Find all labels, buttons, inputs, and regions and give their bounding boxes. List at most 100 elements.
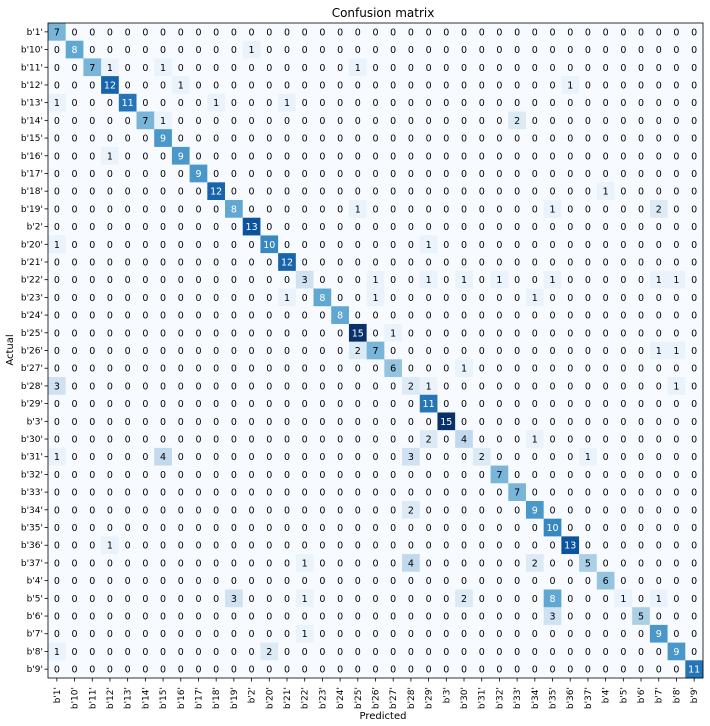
heatmap-cell: [101, 182, 120, 201]
cell-value: 0: [231, 27, 237, 38]
cell-value: 0: [355, 257, 361, 268]
heatmap-cell: [455, 341, 474, 360]
y-tick-label: b'23': [21, 293, 43, 303]
cell-value: 0: [284, 470, 290, 481]
cell-value: 0: [603, 311, 609, 322]
cell-value: 0: [355, 80, 361, 91]
cell-value: 0: [107, 576, 113, 587]
heatmap-cell: [118, 483, 137, 502]
cell-value: 0: [213, 134, 219, 145]
heatmap-cell: [118, 377, 137, 396]
heatmap-cell: [171, 288, 190, 307]
cell-value: 0: [390, 169, 396, 180]
heatmap-cell: [136, 323, 155, 342]
cell-value: 0: [390, 417, 396, 428]
cell-value: 0: [673, 612, 679, 623]
heatmap-cell: [472, 58, 491, 77]
heatmap-cell: [561, 306, 580, 325]
cell-value: 0: [266, 328, 272, 339]
heatmap-cell: [207, 323, 226, 342]
heatmap-cell: [649, 483, 668, 502]
cell-value: 0: [355, 45, 361, 56]
heatmap-cell: [596, 412, 615, 431]
heatmap-cell: [649, 377, 668, 396]
cell-value: 0: [620, 187, 626, 198]
heatmap-cell: [154, 288, 173, 307]
heatmap-cell: [207, 359, 226, 378]
cell-value: 0: [195, 204, 201, 215]
cell-value: 0: [567, 169, 573, 180]
heatmap-cell: [490, 200, 509, 219]
cell-value: 0: [390, 629, 396, 640]
heatmap-cell: [543, 58, 562, 77]
heatmap-cell: [632, 341, 651, 360]
heatmap-cell: [596, 182, 615, 201]
cell-value: 0: [443, 665, 449, 676]
cell-value: 0: [54, 275, 60, 286]
heatmap-cell: [136, 589, 155, 608]
heatmap-cell: [437, 217, 456, 236]
heatmap-cell: [649, 447, 668, 466]
heatmap-cell: [48, 182, 67, 201]
cell-value: 0: [691, 98, 697, 109]
cell-value: 0: [319, 151, 325, 162]
cell-value: 0: [620, 134, 626, 145]
cell-value: 0: [355, 27, 361, 38]
cell-value: 0: [213, 222, 219, 233]
heatmap-cell: [207, 589, 226, 608]
heatmap-cell: [508, 23, 527, 42]
heatmap-cell: [455, 217, 474, 236]
heatmap-cell: [136, 571, 155, 590]
cell-value: 0: [125, 647, 131, 658]
heatmap-cell: [331, 253, 350, 272]
heatmap-cell: [508, 111, 527, 130]
heatmap-cell: [154, 253, 173, 272]
heatmap-cell: [295, 200, 314, 219]
heatmap-cell: [154, 412, 173, 431]
cell-value: 0: [656, 452, 662, 463]
cell-value: 0: [231, 452, 237, 463]
heatmap-cell: [490, 518, 509, 537]
x-tick-label: b'30': [460, 687, 470, 709]
heatmap-cell: [101, 253, 120, 272]
heatmap-cell: [83, 447, 102, 466]
cell-value: 1: [673, 381, 679, 392]
cell-value: 0: [319, 470, 325, 481]
cell-value: 0: [302, 612, 308, 623]
heatmap-cell: [65, 377, 84, 396]
heatmap-cell: [419, 217, 438, 236]
cell-value: 0: [408, 647, 414, 658]
cell-value: 0: [89, 629, 95, 640]
cell-value: 0: [691, 63, 697, 74]
cell-value: 0: [673, 27, 679, 38]
heatmap-cell: [65, 571, 84, 590]
heatmap-cell: [632, 235, 651, 254]
heatmap-cell: [278, 447, 297, 466]
cell-value: 0: [567, 257, 573, 268]
cell-value: 0: [89, 470, 95, 481]
heatmap-cell: [490, 306, 509, 325]
cell-value: 0: [302, 204, 308, 215]
cell-value: 0: [160, 346, 166, 357]
cell-value: 0: [426, 187, 432, 198]
heatmap-cell: [455, 93, 474, 112]
cell-value: 0: [142, 470, 148, 481]
heatmap-cell: [348, 500, 367, 519]
heatmap-cell: [154, 200, 173, 219]
heatmap-cell: [579, 589, 598, 608]
heatmap-cell: [402, 607, 421, 626]
heatmap-cell: [596, 270, 615, 289]
heatmap-cell: [402, 624, 421, 643]
heatmap-cell: [260, 589, 279, 608]
heatmap-cell: [295, 58, 314, 77]
cell-value: 0: [142, 647, 148, 658]
cell-value: 0: [691, 452, 697, 463]
heatmap-cell: [313, 589, 332, 608]
cell-value: 0: [550, 98, 556, 109]
heatmap-cell: [366, 483, 385, 502]
heatmap-cell: [171, 465, 190, 484]
heatmap-cell: [83, 607, 102, 626]
cell-value: 0: [337, 293, 343, 304]
cell-value: 0: [461, 222, 467, 233]
cell-value: 0: [319, 435, 325, 446]
